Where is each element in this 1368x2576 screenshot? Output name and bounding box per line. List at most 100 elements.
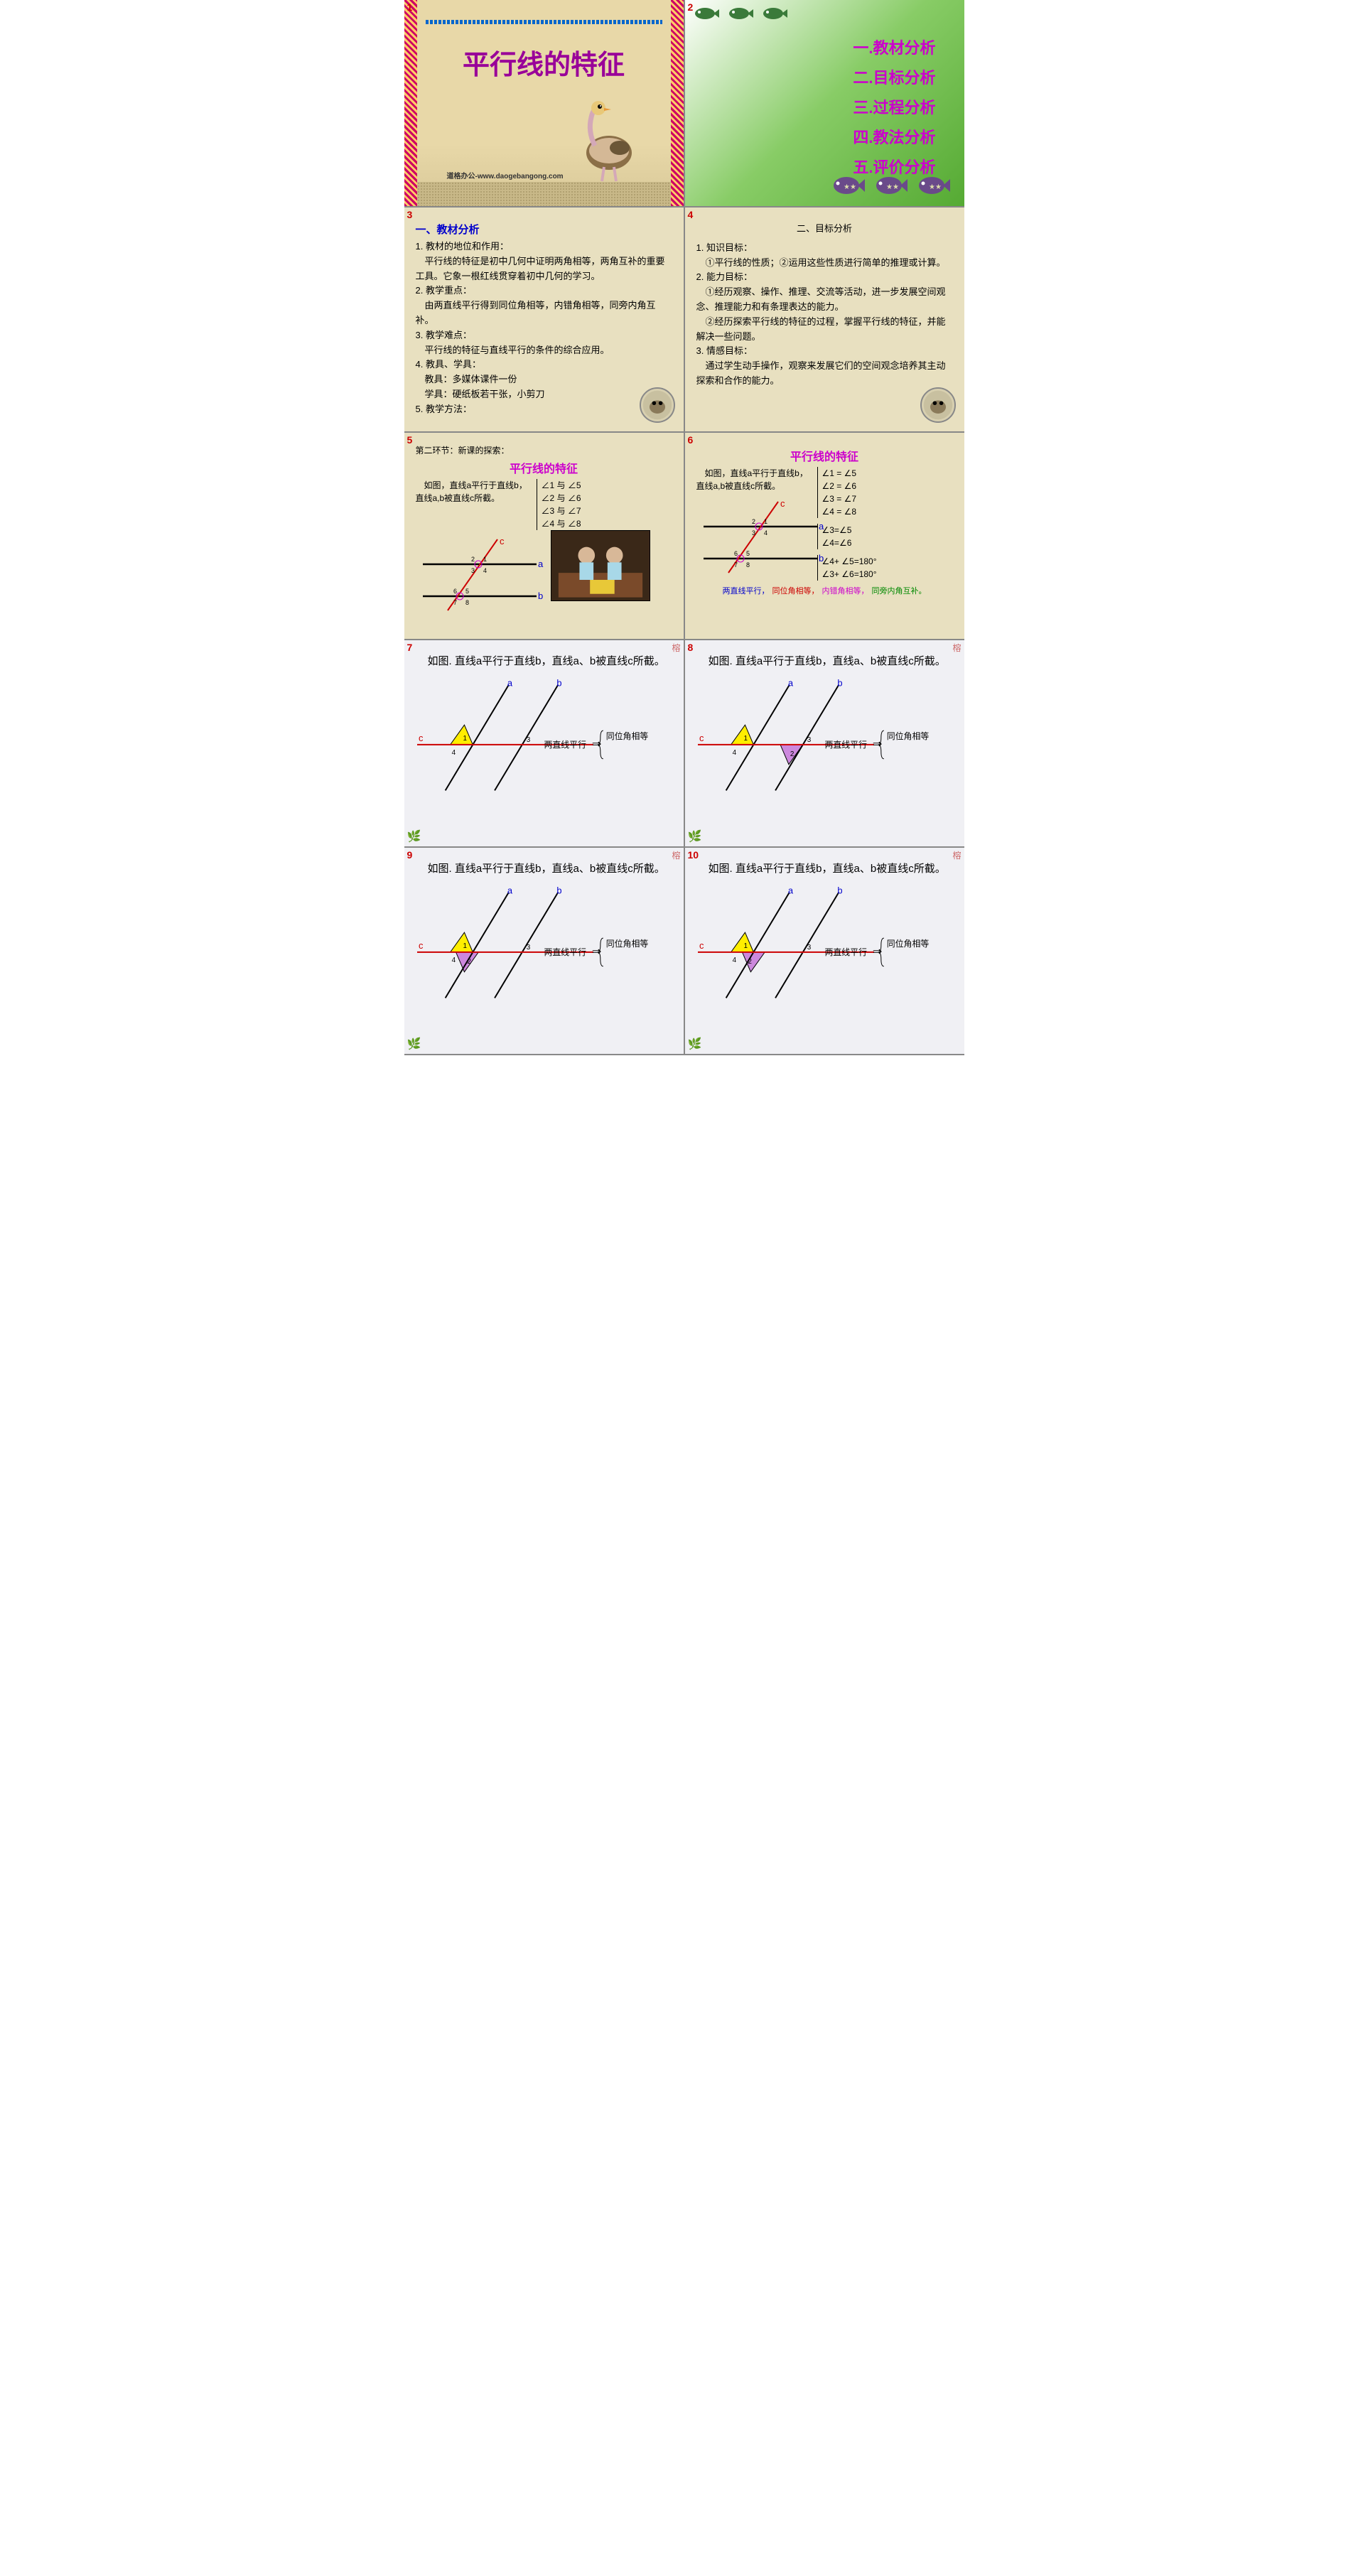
svg-text:4: 4 xyxy=(732,956,736,964)
svg-text:7: 7 xyxy=(734,561,738,568)
angle-eq: ∠4 = ∠8 xyxy=(822,505,877,518)
flower-icon: 🌿 xyxy=(688,1037,702,1051)
row-1: 1 平行线的特征 道格办公-www.daogebangong.com 2 一.教 xyxy=(404,0,964,208)
problem-text: 如图. 直线a平行于直线b，直线a、b被直线c所截。 xyxy=(417,861,671,878)
svg-text:两直线平行: 两直线平行 xyxy=(824,739,867,749)
slide-number: 1 xyxy=(407,1,413,13)
svg-text:3: 3 xyxy=(752,529,755,537)
svg-text:c: c xyxy=(780,498,785,509)
svg-text:★★: ★★ xyxy=(929,183,942,191)
svg-text:3: 3 xyxy=(526,736,530,744)
svg-text:1: 1 xyxy=(743,735,748,743)
svg-text:6: 6 xyxy=(453,588,457,595)
svg-text:1: 1 xyxy=(764,518,768,525)
title-divider xyxy=(426,20,662,24)
slide-number: 3 xyxy=(407,209,413,220)
svg-text:c: c xyxy=(418,733,423,743)
svg-text:c: c xyxy=(418,940,423,951)
toc-list: 一.教材分析 二.目标分析 三.过程分析 四.教法分析 五.评价分析 xyxy=(853,28,935,185)
geometry-diagram: abc1234两直线平行⇒同位角相等 xyxy=(698,885,952,1006)
svg-text:b: b xyxy=(819,553,824,564)
section-title: 一、教材分析 xyxy=(416,222,672,237)
svg-text:两直线平行: 两直线平行 xyxy=(544,947,586,956)
slide-3: 3 一、教材分析 1. 教材的地位和作用： 平行线的特征是初中几何中证明两角相等… xyxy=(404,208,685,431)
intro-text: 如图，直线a平行于直线b，直线a,b被直线c所截。 xyxy=(696,467,810,492)
svg-text:4: 4 xyxy=(451,956,456,964)
svg-text:2: 2 xyxy=(467,957,471,965)
ornament-icon xyxy=(920,387,956,423)
svg-text:同位角相等: 同位角相等 xyxy=(605,731,648,741)
svg-text:a: a xyxy=(787,677,793,688)
fish-decoration-bottom: ★★ ★★ ★★ xyxy=(829,173,950,198)
body-text: 1. 知识目标： ①平行线的性质；②运用这些性质进行简单的推理或计算。 2. 能… xyxy=(696,241,953,389)
section-title: 二、目标分析 xyxy=(696,222,953,237)
toc-item: 三.过程分析 xyxy=(853,95,935,118)
svg-text:3: 3 xyxy=(807,736,811,744)
intro-text: 如图，直线a平行于直线b，直线a,b被直线c所截。 xyxy=(416,479,529,505)
svg-text:a: a xyxy=(507,677,512,688)
stamp-icon: 榕 xyxy=(952,642,961,654)
slide-5: 5 第二环节：新课的探索： 平行线的特征 如图，直线a平行于直线b，直线a,b被… xyxy=(404,433,685,639)
fish-icon: ★★ xyxy=(829,173,865,198)
angle-eq: ∠1 = ∠5 xyxy=(822,467,877,480)
slide-number: 5 xyxy=(407,434,413,446)
svg-text:4: 4 xyxy=(764,529,768,537)
svg-text:c: c xyxy=(500,536,505,546)
svg-text:a: a xyxy=(787,885,793,895)
svg-text:同位角相等: 同位角相等 xyxy=(605,939,648,949)
row-3: 5 第二环节：新课的探索： 平行线的特征 如图，直线a平行于直线b，直线a,b被… xyxy=(404,433,964,640)
angle-eq: ∠2 = ∠6 xyxy=(822,480,877,492)
fish-icon: ★★ xyxy=(872,173,907,198)
angle-eq: ∠3+ ∠6=180° xyxy=(822,568,877,581)
svg-text:a: a xyxy=(507,885,512,895)
svg-text:b: b xyxy=(837,677,842,688)
conclusion-part: 两直线平行， xyxy=(723,587,770,596)
angle-eq: ∠3=∠5 xyxy=(822,524,877,537)
angle-pair: ∠1 与 ∠5 xyxy=(542,479,581,492)
svg-text:b: b xyxy=(538,591,543,601)
flower-icon: 🌿 xyxy=(407,829,421,844)
problem-text: 如图. 直线a平行于直线b，直线a、b被直线c所截。 xyxy=(698,653,952,670)
flower-icon: 🌿 xyxy=(688,829,702,844)
toc-item: 四.教法分析 xyxy=(853,125,935,148)
slide-title: 平行线的特征 xyxy=(696,447,953,464)
slide-number: 9 xyxy=(407,849,413,861)
slide-number: 10 xyxy=(688,849,699,861)
svg-text:★★: ★★ xyxy=(844,183,856,191)
row-2: 3 一、教材分析 1. 教材的地位和作用： 平行线的特征是初中几何中证明两角相等… xyxy=(404,208,964,433)
fish-icon: ★★ xyxy=(915,173,950,198)
conclusion-part: 同位角相等， xyxy=(772,587,819,596)
flower-icon: 🌿 xyxy=(407,1037,421,1051)
fish-icon xyxy=(692,6,719,21)
angle-eq: ∠3 = ∠7 xyxy=(822,492,877,505)
svg-text:两直线平行: 两直线平行 xyxy=(824,947,867,956)
toc-item: 一.教材分析 xyxy=(853,36,935,58)
geometry-diagram: abc1234两直线平行⇒同位角相等 xyxy=(698,677,952,798)
ostrich-icon xyxy=(563,99,641,185)
svg-text:b: b xyxy=(837,885,842,895)
svg-text:a: a xyxy=(819,521,824,532)
svg-text:4: 4 xyxy=(732,748,736,756)
slide-9: 9 榕 如图. 直线a平行于直线b，直线a、b被直线c所截。 abc1234两直… xyxy=(404,848,685,1054)
svg-text:5: 5 xyxy=(746,550,750,557)
section-header: 第二环节：新课的探索： xyxy=(416,444,672,456)
slide-title: 平行线的特征 xyxy=(416,459,672,476)
svg-text:同位角相等: 同位角相等 xyxy=(886,731,929,741)
svg-text:b: b xyxy=(556,885,561,895)
parallel-lines-diagram: c a b 12 34 56 78 xyxy=(696,498,824,576)
ornament-icon xyxy=(640,387,675,423)
svg-text:1: 1 xyxy=(483,556,487,563)
angle-pair: ∠2 与 ∠6 xyxy=(542,492,581,505)
svg-text:1: 1 xyxy=(743,942,748,950)
svg-text:a: a xyxy=(538,559,544,569)
slide-8: 8 榕 如图. 直线a平行于直线b，直线a、b被直线c所截。 abc1234两直… xyxy=(685,640,964,846)
row-4: 7 榕 如图. 直线a平行于直线b，直线a、b被直线c所截。 abc134两直线… xyxy=(404,640,964,848)
geometry-diagram: abc1234两直线平行⇒同位角相等 xyxy=(417,885,671,1006)
main-title: 平行线的特征 xyxy=(404,43,684,82)
toc-item: 二.目标分析 xyxy=(853,65,935,88)
svg-text:8: 8 xyxy=(746,561,750,568)
svg-text:8: 8 xyxy=(465,599,469,606)
svg-text:5: 5 xyxy=(465,588,469,595)
conclusion-text: 两直线平行，同位角相等，内错角相等，同旁内角互补。 xyxy=(696,585,953,596)
slide-1: 1 平行线的特征 道格办公-www.daogebangong.com xyxy=(404,0,685,206)
